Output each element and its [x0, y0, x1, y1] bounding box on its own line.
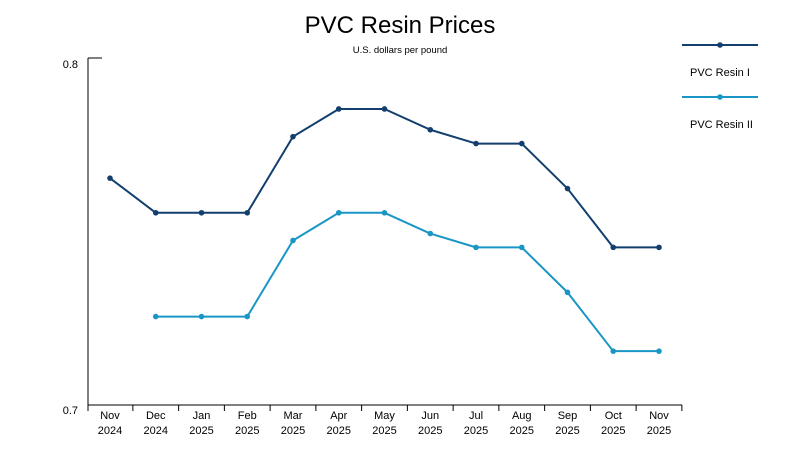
x-tick-label: May 2025 — [372, 410, 396, 437]
data-point — [656, 244, 662, 251]
legend-item-2: PVC Resin II — [682, 94, 758, 131]
legend-label: PVC Resin II — [690, 119, 753, 131]
x-tick-label: Dec 2024 — [144, 410, 168, 437]
x-tick-month: Jan — [193, 410, 211, 422]
data-point — [335, 209, 342, 216]
x-tick-year: 2025 — [189, 425, 213, 437]
x-tick-label: Apr 2025 — [327, 410, 351, 437]
legend-swatch-point — [717, 42, 723, 48]
y-tick-labels: 0.8 0.7 — [63, 59, 78, 417]
x-tick-month: Apr — [330, 410, 347, 422]
x-tick-month: Nov — [649, 410, 669, 422]
legend-swatch-point — [717, 94, 723, 100]
x-tick-year: 2025 — [235, 425, 259, 437]
data-point — [473, 244, 479, 251]
x-tick-month: Dec — [146, 410, 166, 422]
data-point — [290, 237, 296, 244]
x-tick-month: Jul — [469, 410, 483, 422]
data-point — [518, 140, 525, 147]
data-point — [152, 313, 159, 320]
x-tick-year: 2025 — [555, 425, 579, 437]
data-point — [427, 230, 434, 237]
series-points — [107, 106, 662, 354]
data-point — [564, 185, 571, 192]
x-tick-label: Oct 2025 — [601, 410, 625, 437]
data-point — [107, 175, 113, 181]
x-tick-month: Aug — [512, 410, 532, 422]
data-point — [564, 289, 571, 296]
legend-label: PVC Resin I — [690, 67, 750, 79]
x-tick-month: Sep — [558, 410, 578, 422]
x-tick-label: Mar 2025 — [281, 410, 305, 437]
chart-subtitle: U.S. dollars per pound — [353, 45, 448, 56]
x-tick-year: 2025 — [327, 425, 351, 437]
data-point — [335, 106, 342, 112]
x-tick-label: Nov 2024 — [98, 410, 122, 437]
data-point — [244, 313, 251, 320]
x-tick-label: Nov 2025 — [647, 410, 671, 437]
x-tick-month: Mar — [284, 410, 303, 422]
series-line-2 — [154, 211, 660, 353]
data-point — [244, 209, 251, 216]
x-tick-year: 2025 — [418, 425, 442, 437]
x-tick-year: 2025 — [464, 425, 488, 437]
y-tick-label: 0.7 — [63, 405, 78, 417]
x-tick-label: Jul 2025 — [464, 410, 488, 437]
data-point — [198, 313, 205, 320]
legend: PVC Resin I PVC Resin II — [682, 42, 758, 131]
x-tick-year: 2025 — [281, 425, 305, 437]
x-tick-year: 2024 — [144, 425, 168, 437]
x-tick-label: Jan 2025 — [189, 410, 213, 437]
data-point — [610, 244, 617, 251]
axes — [87, 57, 683, 411]
legend-item-1: PVC Resin I — [682, 42, 758, 79]
x-tick-year: 2024 — [98, 425, 122, 437]
data-point — [381, 106, 388, 112]
x-tick-month: May — [374, 410, 395, 422]
x-tick-label: Feb 2025 — [235, 410, 259, 437]
series-lines — [109, 107, 660, 353]
data-point — [473, 140, 479, 147]
data-point — [518, 244, 525, 251]
x-tick-year: 2025 — [601, 425, 625, 437]
data-point — [152, 209, 159, 216]
data-point — [656, 348, 662, 354]
data-point — [198, 209, 205, 216]
x-tick-label: Sep 2025 — [555, 410, 579, 437]
series-line-1 — [109, 107, 660, 249]
x-tick-year: 2025 — [372, 425, 396, 437]
data-point — [427, 126, 434, 133]
data-point — [290, 133, 296, 140]
data-point — [381, 209, 388, 216]
x-tick-month: Nov — [100, 410, 120, 422]
x-tick-labels: Nov 2024 Dec 2024 Jan 2025 Feb 2025 Mar 2025 Apr 20… — [98, 410, 671, 437]
x-tick-year: 2025 — [510, 425, 534, 437]
x-tick-year: 2025 — [647, 425, 671, 437]
data-point — [610, 348, 617, 354]
x-tick-label: Jun 2025 — [418, 410, 442, 437]
x-tick-month: Feb — [238, 410, 257, 422]
x-tick-month: Oct — [605, 410, 622, 422]
x-tick-month: Jun — [421, 410, 439, 422]
x-tick-label: Aug 2025 — [510, 410, 534, 437]
y-tick-label: 0.8 — [63, 59, 78, 71]
chart-title: PVC Resin Prices — [305, 12, 496, 39]
